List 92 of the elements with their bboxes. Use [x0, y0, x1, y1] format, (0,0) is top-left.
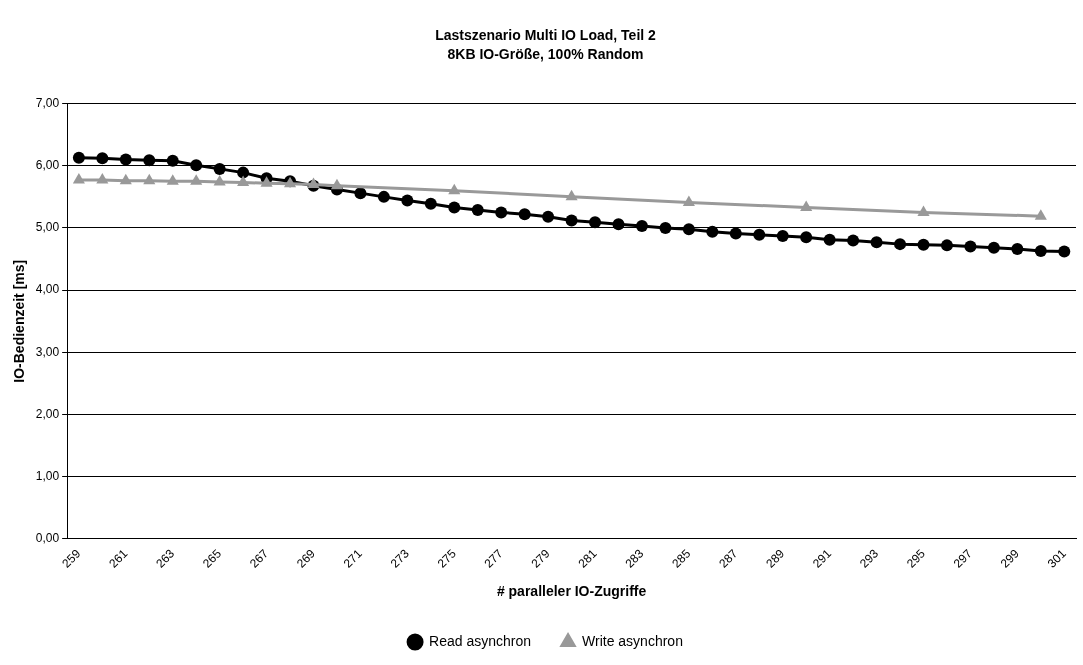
- x-tick-label: 293: [856, 546, 882, 571]
- x-tick-label: 279: [528, 546, 553, 571]
- chart-subtitle: 8KB IO-Größe, 100% Random: [447, 46, 644, 63]
- point: [213, 162, 226, 175]
- point: [729, 227, 742, 240]
- point: [237, 175, 250, 187]
- point: [72, 173, 85, 184]
- y-tick-label: 4,00: [35, 282, 60, 297]
- y-tick-label: 6,00: [35, 158, 60, 173]
- point: [776, 230, 789, 243]
- point: [190, 159, 203, 172]
- point: [917, 205, 930, 216]
- x-tick-label: 271: [340, 546, 366, 571]
- point: [330, 178, 344, 190]
- point: [964, 240, 977, 253]
- point: [401, 194, 414, 207]
- point: [119, 173, 132, 185]
- point: [1034, 244, 1047, 257]
- x-tick-label: 297: [950, 546, 976, 571]
- point: [119, 153, 132, 166]
- point: [448, 201, 461, 214]
- point: [589, 216, 602, 229]
- y-tick-label: 7,00: [35, 95, 60, 110]
- point: [143, 173, 156, 185]
- x-tick-label: 275: [434, 546, 459, 571]
- x-tick-label: 267: [246, 546, 272, 571]
- x-tick-label: 281: [575, 546, 600, 571]
- legend-label: Write asynchron: [582, 632, 683, 649]
- point: [706, 225, 719, 238]
- x-tick-label: 291: [810, 546, 835, 571]
- y-axis-title: IO-Bedienzeit [ms]: [11, 259, 28, 383]
- point: [166, 174, 179, 185]
- point: [471, 203, 484, 216]
- point: [1058, 245, 1071, 258]
- point: [753, 228, 766, 241]
- point: [682, 195, 695, 206]
- point: [143, 154, 156, 167]
- point: [377, 190, 390, 203]
- point: [870, 236, 883, 249]
- point: [682, 223, 695, 236]
- legend-label: Read asynchron: [429, 632, 532, 649]
- point: [659, 221, 672, 234]
- x-tick-label: 273: [387, 546, 413, 571]
- x-tick-label: 287: [716, 546, 741, 571]
- point: [307, 177, 320, 188]
- y-tick-label: 3,00: [35, 344, 60, 359]
- point: [917, 238, 930, 251]
- x-tick-label: 277: [481, 546, 506, 571]
- point: [1034, 209, 1047, 220]
- point: [166, 154, 179, 167]
- x-axis-title: # paralleler IO-Zugriffe: [496, 583, 647, 600]
- point: [213, 174, 226, 186]
- point: [518, 208, 531, 221]
- x-tick-label: 259: [59, 546, 84, 571]
- point: [96, 173, 109, 184]
- y-tick-label: 0,00: [35, 531, 60, 546]
- point: [72, 151, 85, 164]
- point: [260, 176, 273, 187]
- point: [1011, 243, 1024, 256]
- y-tick-label: 1,00: [35, 468, 60, 483]
- point: [847, 234, 860, 247]
- x-tick-label: 265: [200, 546, 225, 571]
- x-tick-label: 289: [763, 546, 788, 571]
- point: [424, 197, 437, 210]
- point: [635, 220, 648, 233]
- point: [542, 210, 555, 223]
- point: [237, 166, 250, 179]
- point: [987, 241, 1000, 254]
- y-tick-label: 5,00: [35, 220, 60, 235]
- x-tick-label: 301: [1044, 546, 1069, 571]
- point: [800, 231, 813, 244]
- chart-title: Lastszenario Multi IO Load, Teil 2: [435, 27, 657, 44]
- point: [823, 233, 836, 246]
- x-tick-label: 285: [669, 546, 694, 571]
- x-tick-label: 295: [903, 546, 929, 571]
- point: [190, 174, 203, 185]
- point: [894, 238, 907, 251]
- point: [448, 183, 461, 195]
- point: [612, 218, 625, 231]
- point: [565, 214, 578, 227]
- x-tick-label: 261: [106, 546, 131, 571]
- x-tick-label: 283: [622, 546, 647, 571]
- point: [565, 189, 578, 201]
- point: [940, 239, 953, 252]
- point: [800, 200, 813, 211]
- point: [96, 152, 109, 165]
- point: [354, 187, 367, 200]
- x-tick-label: 269: [293, 546, 319, 571]
- x-tick-label: 263: [153, 546, 178, 571]
- point: [495, 206, 508, 219]
- x-tick-label: 299: [997, 546, 1023, 571]
- y-tick-label: 2,00: [35, 406, 60, 421]
